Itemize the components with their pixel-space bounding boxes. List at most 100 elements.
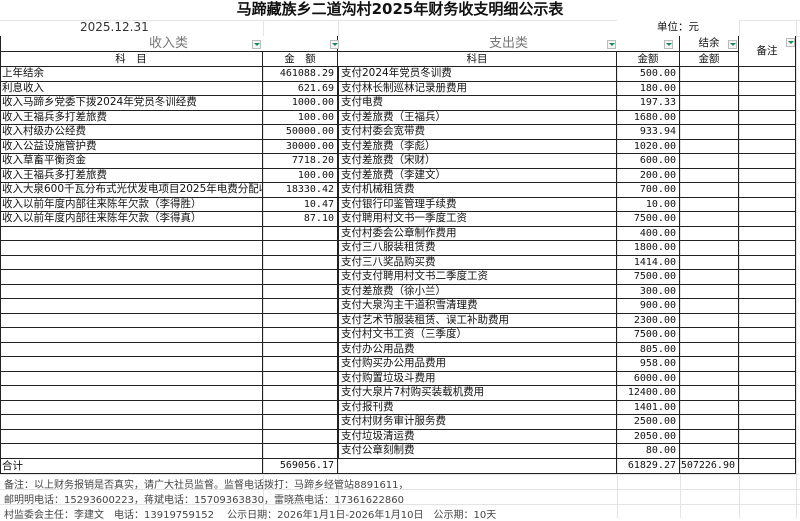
balance-cell[interactable] xyxy=(680,96,739,111)
expense-amount-cell[interactable]: 958.00 xyxy=(617,357,680,372)
balance-cell[interactable] xyxy=(680,154,739,169)
expense-item-cell[interactable]: 支付2024年党员冬训费 xyxy=(338,67,617,82)
expense-amount-cell[interactable]: 805.00 xyxy=(617,342,680,357)
remarks-cell[interactable] xyxy=(739,299,796,314)
income-amount-cell[interactable]: 7718.20 xyxy=(263,154,338,169)
column-header[interactable]: 金 额 xyxy=(263,52,338,67)
remarks-cell[interactable] xyxy=(739,429,796,444)
remarks-cell[interactable] xyxy=(739,241,796,256)
balance-cell[interactable] xyxy=(680,197,739,212)
income-amount-cell[interactable]: 621.69 xyxy=(263,81,338,96)
income-item-cell[interactable]: 收入王福兵多打差旅费 xyxy=(0,168,263,183)
expense-amount-cell[interactable]: 2050.00 xyxy=(617,429,680,444)
income-amount-cell[interactable]: 10.47 xyxy=(263,197,338,212)
remarks-cell[interactable] xyxy=(739,328,796,343)
expense-amount-cell[interactable]: 500.00 xyxy=(617,67,680,82)
income-amount-cell[interactable] xyxy=(263,357,338,372)
balance-cell[interactable] xyxy=(680,386,739,401)
income-item-cell[interactable] xyxy=(0,255,263,270)
total-expense-item[interactable] xyxy=(338,458,617,474)
expense-item-cell[interactable]: 支付林长制巡林记录册费用 xyxy=(338,81,617,96)
income-amount-cell[interactable] xyxy=(263,342,338,357)
income-item-cell[interactable]: 收入草畜平衡资金 xyxy=(0,154,263,169)
income-item-cell[interactable] xyxy=(0,313,263,328)
income-item-cell[interactable] xyxy=(0,371,263,386)
column-header[interactable]: 科目 xyxy=(338,52,617,67)
expense-amount-cell[interactable]: 1020.00 xyxy=(617,139,680,154)
balance-cell[interactable] xyxy=(680,400,739,415)
income-amount-cell[interactable]: 1000.00 xyxy=(263,96,338,111)
expense-item-cell[interactable]: 支付差旅费（李建文） xyxy=(338,168,617,183)
expense-amount-cell[interactable]: 180.00 xyxy=(617,81,680,96)
expense-item-cell[interactable]: 支付聘用村文书一季度工资 xyxy=(338,212,617,227)
income-item-cell[interactable]: 收入大泉600千瓦分布式光伏发电项目2025年电费分配收益 xyxy=(0,183,263,198)
expense-amount-cell[interactable]: 7500.00 xyxy=(617,328,680,343)
balance-cell[interactable] xyxy=(680,183,739,198)
income-item-cell[interactable] xyxy=(0,429,263,444)
expense-amount-cell[interactable]: 1800.00 xyxy=(617,241,680,256)
expense-amount-cell[interactable]: 900.00 xyxy=(617,299,680,314)
income-amount-cell[interactable] xyxy=(263,400,338,415)
expense-item-cell[interactable]: 支付差旅费（徐小兰） xyxy=(338,284,617,299)
income-amount-cell[interactable] xyxy=(263,429,338,444)
remarks-cell[interactable] xyxy=(739,386,796,401)
expense-amount-cell[interactable]: 12400.00 xyxy=(617,386,680,401)
expense-amount-cell[interactable]: 1414.00 xyxy=(617,255,680,270)
income-item-cell[interactable] xyxy=(0,444,263,459)
income-item-cell[interactable] xyxy=(0,270,263,285)
expense-item-cell[interactable]: 支付办公用品费 xyxy=(338,342,617,357)
income-amount-cell[interactable] xyxy=(263,386,338,401)
expense-header[interactable]: 支出类 xyxy=(338,36,680,52)
income-amount-cell[interactable] xyxy=(263,313,338,328)
expense-item-cell[interactable]: 支付村财务审计服务费 xyxy=(338,415,617,430)
remarks-cell[interactable] xyxy=(739,212,796,227)
income-item-cell[interactable]: 收入以前年度内部往来陈年欠款（李得真） xyxy=(0,212,263,227)
expense-item-cell[interactable]: 支付差旅费（宋财） xyxy=(338,154,617,169)
income-amount-cell[interactable] xyxy=(263,241,338,256)
balance-cell[interactable] xyxy=(680,81,739,96)
balance-cell[interactable] xyxy=(680,371,739,386)
income-item-cell[interactable] xyxy=(0,400,263,415)
total-balance[interactable]: 507226.90 xyxy=(680,458,739,474)
income-header[interactable]: 收入类 xyxy=(0,36,338,52)
total-expense[interactable]: 61829.27 xyxy=(617,458,680,474)
remarks-cell[interactable] xyxy=(739,284,796,299)
expense-item-cell[interactable]: 支付村委会公章制作费用 xyxy=(338,226,617,241)
expense-amount-cell[interactable]: 10.00 xyxy=(617,197,680,212)
expense-item-cell[interactable]: 支付银行印鉴管理手续费 xyxy=(338,197,617,212)
remarks-cell[interactable] xyxy=(739,96,796,111)
filter-dropdown-icon[interactable] xyxy=(728,40,737,49)
balance-header[interactable]: 结余 xyxy=(680,36,739,52)
income-amount-cell[interactable] xyxy=(263,226,338,241)
balance-cell[interactable] xyxy=(680,357,739,372)
expense-item-cell[interactable]: 支付垃圾清运费 xyxy=(338,429,617,444)
remarks-cell[interactable] xyxy=(739,357,796,372)
expense-amount-cell[interactable]: 1680.00 xyxy=(617,110,680,125)
remarks-cell[interactable] xyxy=(739,139,796,154)
balance-cell[interactable] xyxy=(680,212,739,227)
remarks-cell[interactable] xyxy=(739,255,796,270)
expense-item-cell[interactable]: 支付三八奖品购买费 xyxy=(338,255,617,270)
income-item-cell[interactable] xyxy=(0,241,263,256)
filter-dropdown-icon[interactable] xyxy=(330,40,339,49)
expense-amount-cell[interactable]: 7500.00 xyxy=(617,212,680,227)
filter-dropdown-icon[interactable] xyxy=(252,40,261,49)
income-amount-cell[interactable] xyxy=(263,444,338,459)
balance-cell[interactable] xyxy=(680,270,739,285)
remarks-cell[interactable] xyxy=(739,400,796,415)
expense-item-cell[interactable]: 支付三八服装租赁费 xyxy=(338,241,617,256)
income-amount-cell[interactable] xyxy=(263,371,338,386)
remarks-cell[interactable] xyxy=(739,415,796,430)
income-amount-cell[interactable] xyxy=(263,299,338,314)
balance-cell[interactable] xyxy=(680,284,739,299)
expense-amount-cell[interactable]: 197.33 xyxy=(617,96,680,111)
income-item-cell[interactable]: 利息收入 xyxy=(0,81,263,96)
expense-amount-cell[interactable]: 1401.00 xyxy=(617,400,680,415)
balance-cell[interactable] xyxy=(680,415,739,430)
remarks-cell[interactable] xyxy=(739,371,796,386)
income-item-cell[interactable] xyxy=(0,328,263,343)
income-amount-cell[interactable] xyxy=(263,284,338,299)
balance-cell[interactable] xyxy=(680,226,739,241)
income-item-cell[interactable] xyxy=(0,284,263,299)
income-item-cell[interactable]: 收入马蹄乡党委下拨2024年党员冬训经费 xyxy=(0,96,263,111)
